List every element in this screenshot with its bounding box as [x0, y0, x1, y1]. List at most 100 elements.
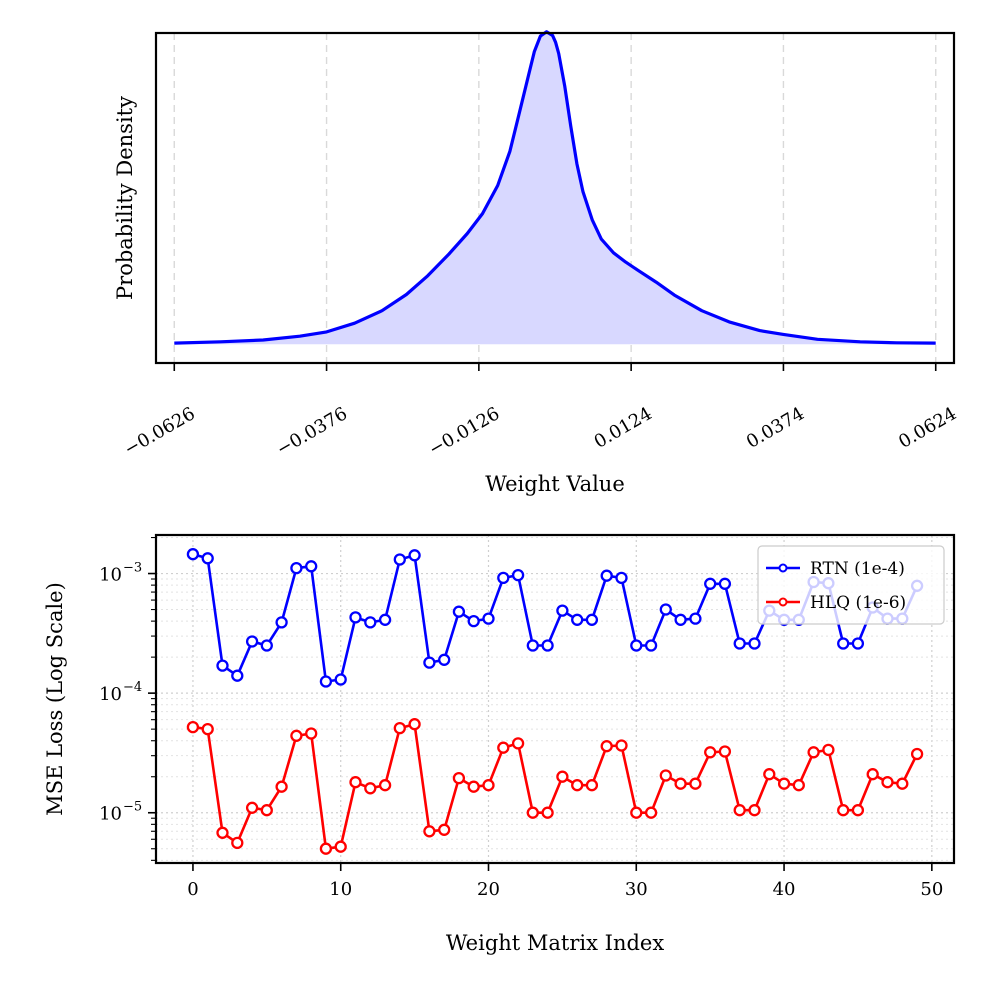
data-point — [851, 637, 865, 650]
legend-box — [757, 545, 945, 625]
data-point — [201, 552, 214, 565]
data-point — [497, 741, 510, 754]
data-point — [600, 740, 613, 753]
data-point — [792, 779, 805, 792]
data-point — [748, 637, 761, 650]
data-point — [334, 673, 347, 686]
series-rtn — [186, 548, 924, 688]
data-point — [290, 729, 303, 742]
density-area — [174, 31, 936, 345]
data-point — [511, 568, 525, 582]
data-point — [822, 743, 835, 757]
mse-loss-plot: 0 10 20 30 40 50 10−510−410−3 Weight Matrix I… — [43, 533, 956, 955]
data-point — [423, 656, 436, 669]
data-point — [408, 718, 421, 731]
bottom-x-tick-label: 10 — [329, 879, 352, 900]
bottom-y-tick-base: 10 — [99, 804, 122, 825]
data-point — [378, 779, 392, 792]
data-point — [689, 777, 702, 790]
data-point — [704, 577, 717, 590]
data-point — [718, 577, 732, 590]
bottom-y-tick-exponent: −5 — [123, 800, 142, 815]
data-point — [467, 614, 480, 628]
data-point — [896, 777, 909, 790]
data-point — [630, 806, 643, 819]
bottom-y-tick-exponent: −3 — [123, 561, 142, 576]
data-point — [482, 612, 495, 625]
data-point — [201, 722, 214, 736]
data-point — [718, 745, 732, 758]
data-point — [733, 804, 746, 817]
density-curve — [174, 30, 936, 345]
data-point — [600, 569, 613, 582]
bottom-x-tick-label: 40 — [773, 879, 796, 900]
data-point — [305, 560, 318, 573]
bottom-x-axis-label: Weight Matrix Index — [446, 931, 665, 955]
legend-hlq-label: HLQ (1e-6) — [810, 593, 906, 613]
data-point — [349, 776, 362, 789]
data-point — [556, 604, 569, 617]
data-point — [216, 659, 229, 672]
data-point — [571, 613, 584, 626]
data-point — [571, 779, 584, 792]
data-point — [231, 669, 244, 682]
data-point — [644, 639, 658, 652]
data-point — [763, 768, 776, 781]
data-point — [541, 806, 554, 819]
data-point — [556, 770, 569, 783]
data-point — [659, 603, 672, 616]
top-x-axis-label: Weight Value — [485, 472, 625, 496]
top-plot-frame — [154, 31, 956, 365]
data-point — [245, 635, 259, 648]
data-point — [851, 804, 865, 817]
data-point — [689, 612, 702, 625]
data-point — [748, 804, 761, 817]
top-y-axis-label: Probability Density — [113, 96, 137, 300]
data-point — [704, 746, 717, 759]
data-point — [393, 553, 406, 566]
top-grid — [173, 33, 937, 363]
data-point — [674, 613, 687, 626]
data-point — [615, 571, 628, 585]
data-point — [438, 653, 451, 666]
bottom-y-tick-base: 10 — [99, 565, 122, 586]
legend-hlq-marker — [778, 597, 788, 607]
data-point — [364, 782, 377, 795]
legend: RTN (1e-4) HLQ (1e-6) — [757, 545, 945, 625]
data-point — [733, 637, 746, 650]
data-point — [615, 739, 628, 752]
data-point — [807, 746, 820, 759]
data-point — [305, 727, 318, 740]
data-point — [231, 836, 244, 850]
data-point — [526, 806, 539, 819]
density-area-layer — [174, 30, 936, 345]
data-point — [482, 779, 495, 792]
series-hlq — [186, 718, 924, 855]
data-point — [910, 747, 924, 761]
data-point — [423, 825, 436, 838]
data-point — [585, 779, 599, 792]
data-point — [186, 720, 200, 734]
data-point — [674, 777, 687, 790]
data-point — [319, 675, 333, 688]
legend-rtn-label: RTN (1e-4) — [810, 559, 905, 579]
data-point — [452, 771, 466, 785]
bottom-y-axis-label: MSE Loss (Log Scale) — [43, 582, 67, 816]
data-point — [585, 613, 599, 626]
data-point — [541, 639, 554, 652]
data-point — [644, 806, 658, 819]
data-point — [659, 769, 672, 782]
data-point — [837, 804, 850, 817]
data-point — [630, 639, 643, 652]
data-point — [526, 639, 539, 652]
data-point — [511, 737, 525, 750]
data-point — [290, 561, 303, 575]
bottom-x-tick-label: 30 — [625, 879, 648, 900]
bottom-y-tick-exponent: −4 — [123, 680, 142, 695]
data-point — [837, 637, 850, 650]
data-point — [319, 842, 333, 855]
bottom-y-tick-base: 10 — [99, 684, 122, 705]
data-point — [393, 721, 406, 735]
data-point — [334, 840, 347, 853]
